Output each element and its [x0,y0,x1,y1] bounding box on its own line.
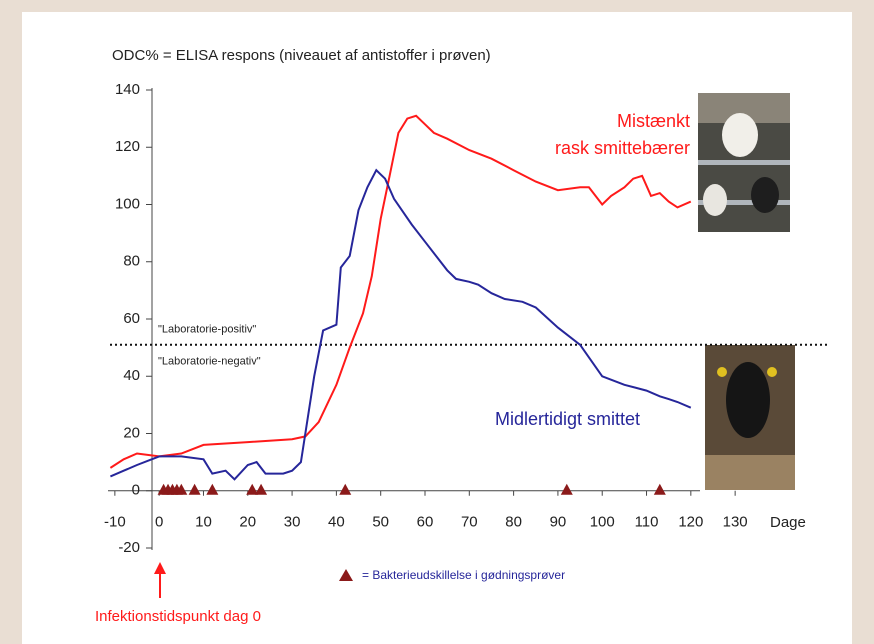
event-marker [339,483,352,495]
x-tick-label: 20 [239,514,256,531]
event-marker [560,483,573,495]
x-tick-label: 80 [505,514,522,531]
event-marker [255,483,268,495]
threshold-label: "Laboratorie-positiv" [158,324,256,336]
x-tick-label: 90 [550,514,567,531]
event-marker [246,483,259,495]
x-tick-label: 10 [195,514,212,531]
line [110,168,692,481]
annotation: Infektionstidspunkt dag 0 [95,608,261,625]
series-label: Midlertidigt smittet [495,409,640,429]
legend-marker [339,569,353,581]
x-axis-label: Dage [770,514,806,531]
event-marker [175,483,188,495]
event-marker [653,483,666,495]
x-tick-label: 60 [417,514,434,531]
photo [705,345,795,490]
x-tick-label: 50 [372,514,389,531]
chart-title: ODC% = ELISA respons (niveauet af antist… [112,47,491,64]
y-tick-label: 60 [123,310,140,327]
x-tick-label: 110 [635,514,659,531]
arrow-head [154,562,166,574]
photo [698,93,790,232]
y-tick-label: 20 [123,424,140,441]
x-tick-label: -10 [104,514,126,531]
event-marker [206,483,219,495]
line [109,114,692,469]
legend-label: = Bakterieudskillelse i gødningsprøver [362,568,565,582]
y-tick-label: 120 [115,138,140,155]
series-label: Mistænkt rask smittebærer [555,111,690,158]
x-tick-label: 120 [678,514,703,531]
x-tick-label: 130 [723,514,748,531]
x-tick-label: 30 [284,514,301,531]
y-tick-label: 0 [132,482,140,499]
threshold-label: "Laboratorie-negativ" [158,356,261,368]
y-tick-label: -20 [118,539,140,556]
y-tick-label: 100 [115,195,140,212]
x-tick-label: 70 [461,514,478,531]
y-tick-label: 40 [123,367,140,384]
x-tick-label: 100 [590,514,615,531]
x-tick-label: 40 [328,514,345,531]
y-tick-label: 140 [115,81,140,98]
x-tick-label: 0 [155,514,163,531]
event-marker [188,483,201,495]
y-tick-label: 80 [123,253,140,270]
